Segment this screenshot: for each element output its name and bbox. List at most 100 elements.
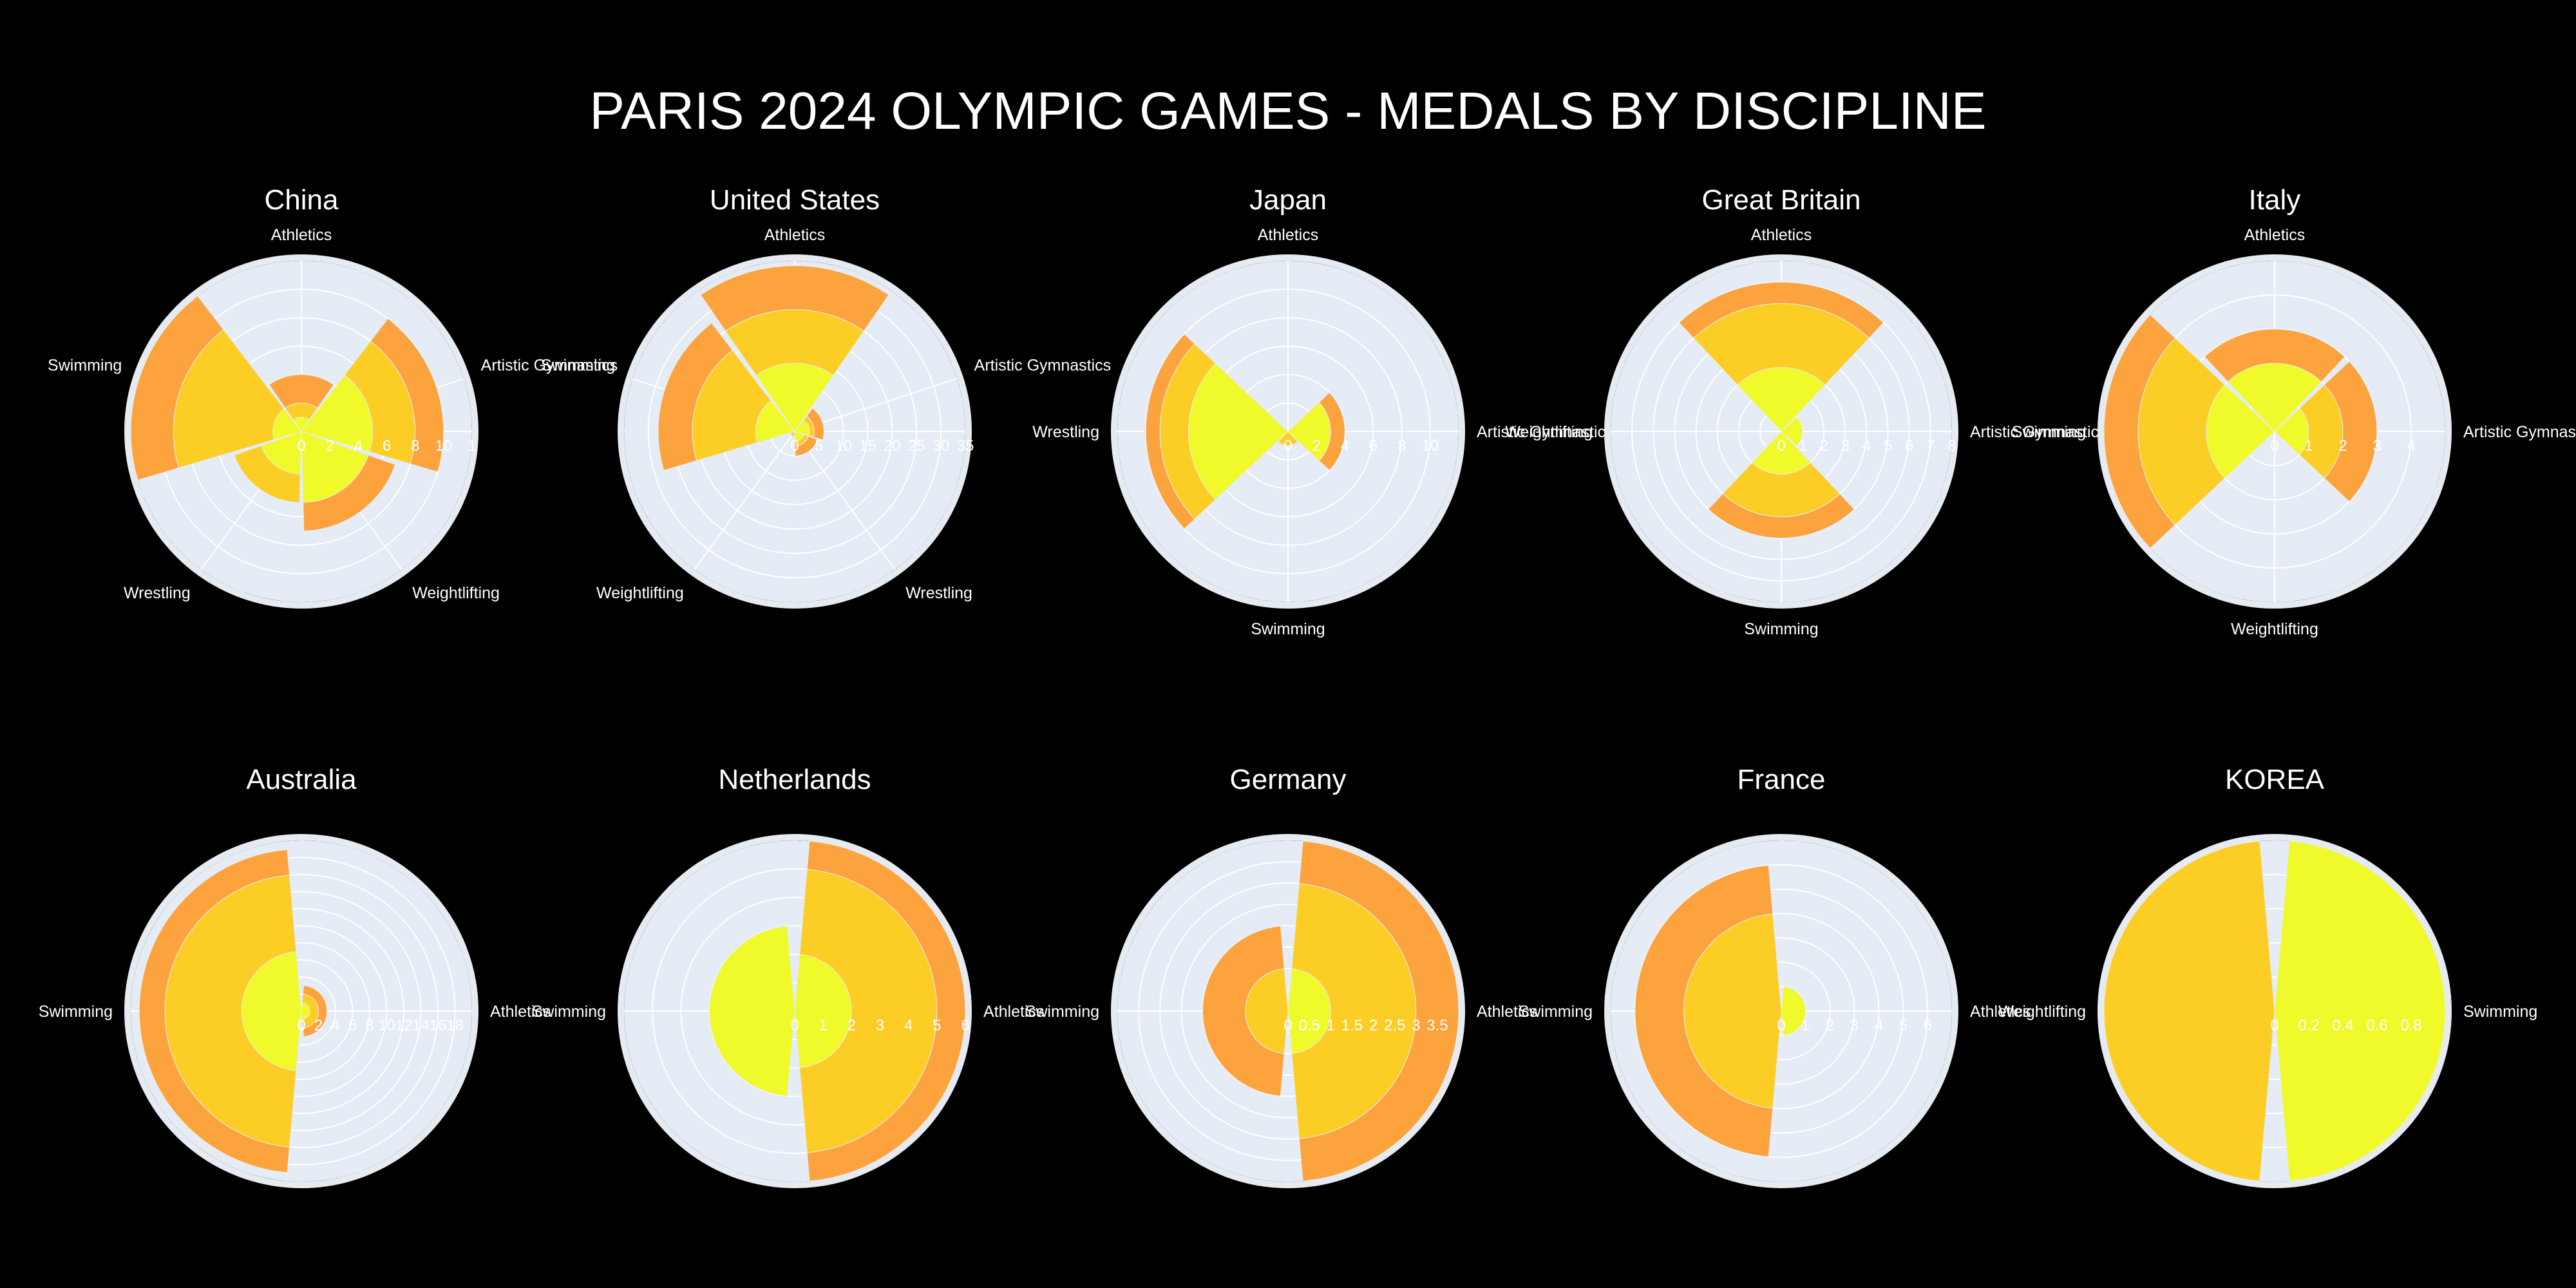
category-label: Artistic Gymnastics [2463,423,2576,441]
bar-gold-artistic-gymnastics [1781,416,1803,447]
radial-tick-label: 18 [446,1017,464,1034]
radial-tick-label: 8 [365,1017,374,1034]
chart-title: PARIS 2024 OLYMPIC GAMES - MEDALS BY DIS… [589,82,1986,140]
radial-tick-label: 0.5 [1298,1017,1320,1034]
polar-panel-germany: Germany Athletics Swimming 0 0.5 1 1.5 2 2.5 3 3.5 [1025,764,1537,1188]
category-label: Wrestling [1032,423,1099,441]
radial-tick-label: 3 [2372,437,2381,455]
radial-tick-label: 10 [1421,437,1439,455]
radial-tick-label: 7 [1926,437,1935,455]
category-label: Swimming [39,1003,113,1021]
radial-tick-label: 0 [790,1017,799,1034]
radial-tick-label: 8 [1947,437,1956,455]
category-label: Athletics [1258,226,1318,244]
radial-tick-label: 2 [1312,437,1320,455]
bar-bronze-weightlifting [303,455,396,532]
radial-tick-label: 0.8 [2400,1017,2421,1034]
radial-tick-label: 10 [378,1017,395,1034]
radial-tick-label: 6 [1905,437,1913,455]
bar-bronze-swimming [138,849,290,1173]
radial-tick-label: 5 [1884,437,1892,455]
bar-bronze-artistic-gymnastics [1318,392,1345,471]
category-label: Swimming [1025,1003,1099,1021]
category-label: Swimming [2012,423,2086,441]
radial-tick-label: 5 [933,1017,941,1034]
category-label: Athletics [983,1003,1044,1021]
polar-panel-netherlands: Netherlands Athletics Swimming 0 1 2 3 4 5 6 [532,764,1044,1188]
radial-tick-label: 0 [1777,437,1785,455]
radial-tick-label: 4 [1341,437,1349,455]
bar-gold-athletics [1781,986,1806,1036]
radial-tick-label: 0 [2270,437,2278,455]
polar-panel-japan: Japan Athletics Artistic Gymnastics Swimmin… [1032,184,1613,638]
radial-tick-label: 5 [815,437,823,455]
radial-tick-label: 3 [1841,437,1850,455]
radial-tick-label: 0 [1777,1017,1785,1034]
bar-bronze-athletics [269,374,334,409]
polar-panel-france: France Athletics Swimming 0 1 2 3 4 5 6 [1519,764,2031,1188]
category-label: Swimming [532,1003,606,1021]
radial-tick-label: 14 [412,1017,430,1034]
radial-tick-label: 3 [1850,1017,1859,1034]
polar-outer-ring [1604,254,1958,609]
angular-gridline [694,431,795,570]
radial-tick-label: 12 [395,1017,413,1034]
polar-outer-ring [124,834,478,1188]
bar-bronze-athletics [302,985,328,1037]
category-label: Athletics [2244,226,2305,244]
radial-tick-label: 3 [876,1017,884,1034]
category-label: Swimming [2463,1003,2537,1021]
category-label: Artistic Gymnastics [1970,423,2107,441]
radial-tick-label: 3 [1412,1017,1420,1034]
radial-tick-label: 2 [1820,437,1828,455]
category-label: Athletics [1751,226,1812,244]
radial-tick-label: 20 [884,437,901,455]
bar-bronze-artistic-gymnastics [370,317,444,473]
radial-tick-label: 1 [468,437,476,455]
category-label: Athletics [490,1003,551,1021]
polar-outer-ring [2098,834,2452,1188]
polar-panel-australia: Australia Athletics Swimming 0 2 4 6 8 10 12 14 16 1… [39,764,551,1188]
category-label: Weightlifting [2231,620,2318,638]
bar-bronze-artistic-gymnastics [806,408,824,440]
polar-outer-ring [618,254,972,609]
category-label: Athletics [764,226,825,244]
category-label: Weightlifting [1505,423,1593,441]
bar-bronze-wrestling [795,435,819,457]
category-label: Weightlifting [1998,1003,2086,1021]
radial-tick-label: 0 [2270,1017,2278,1034]
polar-outer-ring [1111,254,1465,609]
subplot-title: Australia [246,764,357,795]
bar-silver-wrestling [234,445,301,503]
radial-tick-label: 16 [430,1017,447,1034]
radial-tick-label: 10 [835,437,852,455]
subplot-title: China [265,184,339,216]
polar-outer-ring [2098,254,2452,609]
category-label: Swimming [48,356,122,374]
radial-tick-label: 6 [383,437,391,455]
category-label: Swimming [1251,620,1325,638]
subplot-title: Germany [1230,764,1347,795]
radial-tick-label: 0 [790,437,799,455]
subplot-title: France [1738,764,1826,795]
radial-tick-label: 1 [2304,437,2313,455]
radial-tick-label: 0 [297,1017,305,1034]
radial-tick-label: 0.6 [2366,1017,2387,1034]
radial-tick-label: 6 [348,1017,357,1034]
radial-tick-label: 1 [1798,437,1806,455]
polar-outer-ring [124,254,478,609]
radial-tick-label: 4 [904,1017,913,1034]
radial-tick-label: 8 [1397,437,1406,455]
category-label: Wrestling [124,584,191,602]
bar-bronze-athletics [1298,840,1459,1182]
category-label: Artistic Gymnastics [974,356,1112,374]
bar-bronze-wrestling [1145,334,1195,529]
radial-tick-label: 2.5 [1384,1017,1405,1034]
bar-bronze-swimming [658,322,734,471]
radial-tick-label: 2 [1826,1017,1834,1034]
radial-tick-label: 35 [957,437,974,455]
radial-tick-label: 0 [297,437,305,455]
category-label: Weightlifting [596,584,684,602]
radial-tick-label: 30 [933,437,950,455]
polar-outer-ring [1111,834,1465,1188]
